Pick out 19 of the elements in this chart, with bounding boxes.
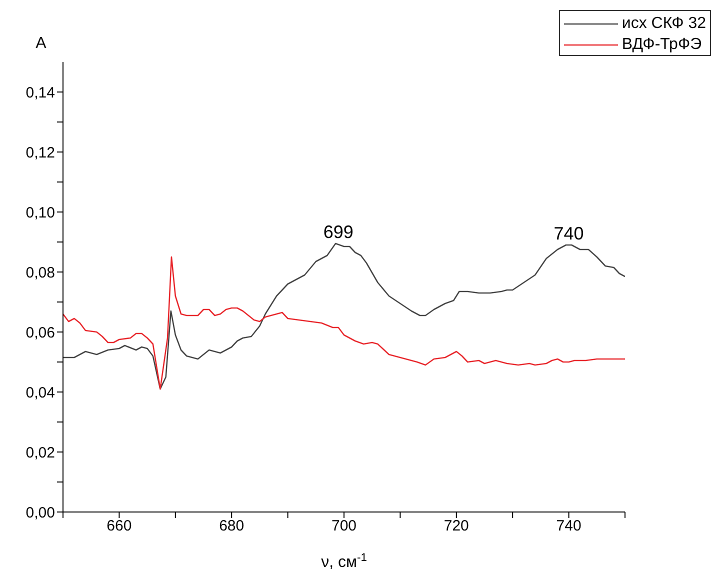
y-tick-label: 0,10 bbox=[26, 204, 55, 222]
legend-label: ВДФ-ТрФЭ bbox=[622, 36, 702, 54]
x-tick-label: 680 bbox=[219, 518, 244, 535]
y-tick-label: 0,00 bbox=[26, 504, 55, 522]
y-tick-label: 0,08 bbox=[26, 264, 55, 282]
x-tick-label: 720 bbox=[444, 518, 469, 535]
annotation: 699 bbox=[323, 222, 354, 242]
y-axis-title: A bbox=[36, 35, 47, 52]
y-tick-label: 0,04 bbox=[26, 384, 55, 402]
x-tick-label: 740 bbox=[556, 518, 582, 535]
y-tick-label: 0,06 bbox=[26, 324, 55, 342]
y-tick-label: 0,12 bbox=[26, 144, 55, 162]
x-tick-label: 700 bbox=[331, 518, 357, 535]
annotation: 740 bbox=[554, 224, 584, 244]
legend-label: исх СКФ 32 bbox=[622, 14, 706, 32]
y-tick-label: 0,02 bbox=[26, 444, 55, 462]
x-tick-label: 660 bbox=[106, 518, 132, 535]
x-axis-title: ν, см$^{-1}$ bbox=[321, 552, 367, 571]
y-tick-label: 0,14 bbox=[26, 84, 55, 102]
